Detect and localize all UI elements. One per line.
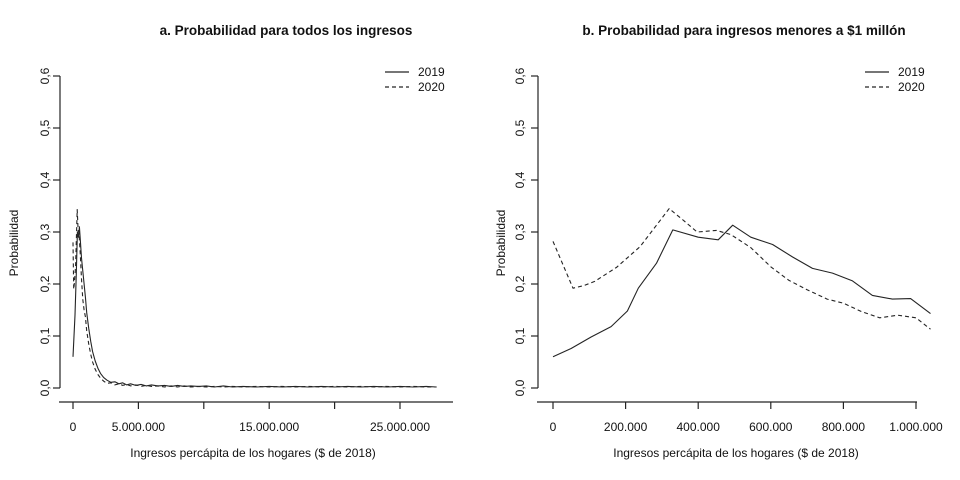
solid-line-icon bbox=[865, 71, 889, 73]
panel-b-legend: 2019 2020 bbox=[865, 65, 925, 94]
y-tick-label: 0,0 bbox=[38, 379, 52, 396]
y-tick-label: 0,2 bbox=[38, 275, 52, 292]
panel-a-title: a. Probabilidad para todos los ingresos bbox=[159, 23, 413, 38]
x-tick-label: 200.000 bbox=[604, 420, 648, 434]
y-tick-label: 0,4 bbox=[38, 171, 52, 188]
panel-a-x-axis-label: Ingresos percápita de los hogares ($ de … bbox=[130, 446, 376, 460]
x-tick-label: 0 bbox=[550, 420, 557, 434]
x-tick-label: 0 bbox=[70, 420, 77, 434]
legend-label: 2019 bbox=[898, 65, 925, 79]
y-tick-label: 0,3 bbox=[513, 223, 527, 240]
panel-a-y-axis-label: Probabilidad bbox=[7, 209, 21, 277]
y-tick-label: 0,1 bbox=[513, 327, 527, 344]
panel-a-legend: 2019 2020 bbox=[385, 65, 445, 94]
legend-label: 2020 bbox=[418, 80, 445, 94]
solid-line-icon bbox=[385, 71, 409, 73]
series-line-2020 bbox=[552, 208, 931, 330]
series-line-2019 bbox=[72, 226, 437, 388]
panel-b-title: b. Probabilidad para ingresos menores a … bbox=[582, 23, 906, 38]
y-tick-label: 0,0 bbox=[513, 379, 527, 396]
legend-item-2019: 2019 bbox=[385, 65, 445, 79]
legend-item-2019: 2019 bbox=[865, 65, 925, 79]
y-tick-label: 0,1 bbox=[38, 327, 52, 344]
dashed-line-icon bbox=[865, 86, 889, 88]
y-tick-label: 0,3 bbox=[38, 223, 52, 240]
y-tick-label: 0,6 bbox=[38, 67, 52, 84]
x-tick-label: 25.000.000 bbox=[370, 420, 430, 434]
y-tick-label: 0,4 bbox=[513, 171, 527, 188]
series-line-2020 bbox=[72, 209, 437, 388]
dashed-line-icon bbox=[385, 86, 409, 88]
x-tick-label: 400.000 bbox=[677, 420, 721, 434]
x-tick-label: 800.000 bbox=[822, 420, 866, 434]
x-tick-label: 15.000.000 bbox=[239, 420, 299, 434]
y-tick-label: 0,5 bbox=[38, 119, 52, 136]
legend-item-2020: 2020 bbox=[385, 80, 445, 94]
series-line-2019 bbox=[552, 224, 931, 358]
legend-label: 2019 bbox=[418, 65, 445, 79]
legend-label: 2020 bbox=[898, 80, 925, 94]
x-tick-label: 5.000.000 bbox=[112, 420, 166, 434]
y-tick-label: 0,5 bbox=[513, 119, 527, 136]
legend-item-2020: 2020 bbox=[865, 80, 925, 94]
y-tick-label: 0,6 bbox=[513, 67, 527, 84]
y-tick-label: 0,2 bbox=[513, 275, 527, 292]
panel-b-x-axis-label: Ingresos percápita de los hogares ($ de … bbox=[613, 446, 859, 460]
x-tick-label: 1.000.000 bbox=[889, 420, 943, 434]
x-tick-label: 600.000 bbox=[749, 420, 793, 434]
panel-b-y-axis-label: Probabilidad bbox=[494, 209, 508, 277]
